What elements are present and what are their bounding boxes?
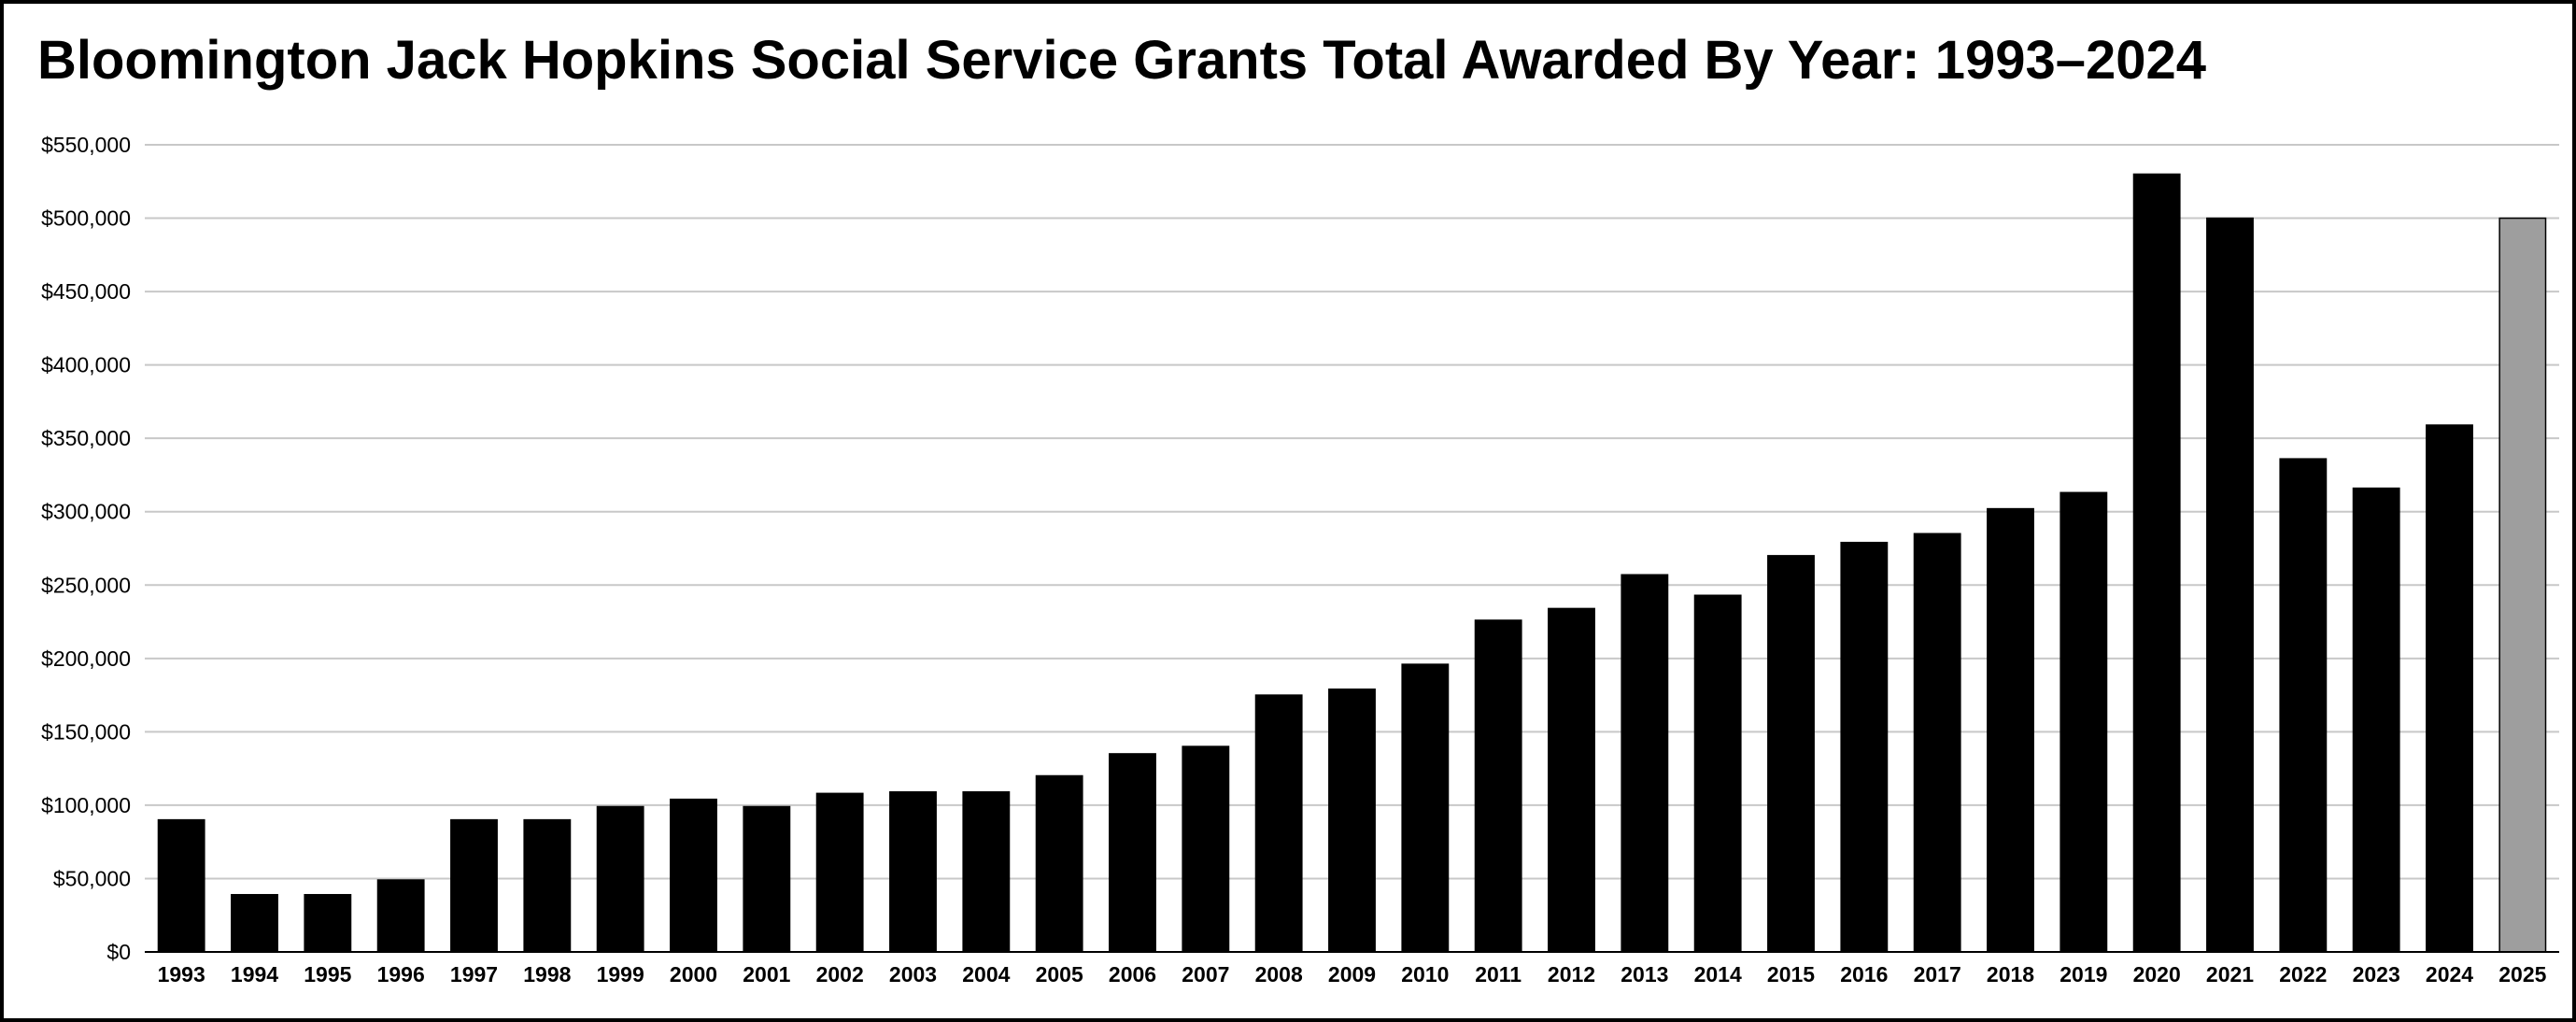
x-axis-tick-labels: 1993 1994 1995 1996 1997 1998 1999 2000 2001 2002… xyxy=(158,962,2547,987)
x-tick-label: 2004 xyxy=(962,962,1010,987)
x-tick-label: 2016 xyxy=(1840,962,1888,987)
x-tick-label: 2005 xyxy=(1036,962,1083,987)
bar-2025 xyxy=(2498,217,2547,953)
bar-2009 xyxy=(1328,688,1376,953)
bar-1998 xyxy=(523,818,572,953)
x-tick-label: 1998 xyxy=(523,962,571,987)
x-tick-label: 2021 xyxy=(2206,962,2254,987)
bar-2006 xyxy=(1109,753,1156,953)
y-tick-label: $300,000 xyxy=(41,500,131,524)
x-tick-label: 2020 xyxy=(2133,962,2181,987)
bar-2005 xyxy=(1035,774,1083,953)
bar-1993 xyxy=(157,818,205,953)
y-tick-label: $100,000 xyxy=(41,793,131,817)
y-tick-label: $500,000 xyxy=(41,206,131,231)
x-tick-label: 2011 xyxy=(1475,962,1522,987)
x-tick-label: 2006 xyxy=(1109,962,1156,987)
x-tick-label: 2003 xyxy=(889,962,937,987)
bar-2010 xyxy=(1401,663,1450,953)
y-axis-tick-labels: $0 $50,000 $100,000 $150,000 $200,000 $250,00… xyxy=(41,133,131,964)
bar-2018 xyxy=(1987,507,2034,953)
x-tick-label: 2002 xyxy=(816,962,864,987)
y-tick-label: $0 xyxy=(106,940,131,964)
x-tick-label: 2025 xyxy=(2498,962,2546,987)
x-tick-label: 2014 xyxy=(1694,962,1742,987)
y-tick-label: $200,000 xyxy=(41,646,131,671)
bar-2014 xyxy=(1693,594,1742,953)
x-tick-label: 2008 xyxy=(1255,962,1303,987)
bar-2001 xyxy=(743,805,791,953)
y-tick-label: $400,000 xyxy=(41,353,131,377)
bar-2019 xyxy=(2059,491,2108,953)
x-tick-label: 2022 xyxy=(2279,962,2327,987)
bar-2016 xyxy=(1840,541,1889,953)
bar-2003 xyxy=(889,791,937,953)
bar-2021 xyxy=(2206,217,2254,953)
x-tick-label: 2017 xyxy=(1914,962,1961,987)
bar-1997 xyxy=(450,818,498,953)
x-tick-label: 1995 xyxy=(304,962,351,987)
x-tick-label: 2000 xyxy=(670,962,717,987)
y-tick-label: $250,000 xyxy=(41,573,131,597)
bar-1995 xyxy=(304,893,352,953)
y-tick-label: $550,000 xyxy=(41,133,131,157)
bar-2017 xyxy=(1913,532,1961,953)
x-tick-label: 2009 xyxy=(1328,962,1376,987)
y-tick-label: $350,000 xyxy=(41,426,131,450)
x-tick-label: 1994 xyxy=(231,962,278,987)
x-tick-label: 2024 xyxy=(2426,962,2473,987)
x-tick-label: 2019 xyxy=(2059,962,2107,987)
x-tick-label: 2007 xyxy=(1182,962,1229,987)
y-tick-label: $450,000 xyxy=(41,279,131,304)
x-tick-label: 2013 xyxy=(1621,962,1668,987)
x-tick-label: 2001 xyxy=(743,962,790,987)
bar-1994 xyxy=(231,893,278,953)
bar-2020 xyxy=(2132,173,2181,953)
bar-2000 xyxy=(670,798,717,953)
bar-2015 xyxy=(1767,555,1815,953)
y-tick-label: $50,000 xyxy=(53,866,131,890)
x-tick-label: 2010 xyxy=(1401,962,1449,987)
x-tick-label: 1993 xyxy=(158,962,205,987)
bar-2011 xyxy=(1474,619,1522,953)
bar-2008 xyxy=(1254,694,1303,953)
bars xyxy=(157,173,2547,953)
bar-2013 xyxy=(1621,574,1669,953)
bar-1999 xyxy=(596,805,644,953)
bar-2012 xyxy=(1548,607,1595,953)
chart-title: Bloomington Jack Hopkins Social Service … xyxy=(37,30,2207,91)
x-tick-label: 2018 xyxy=(1987,962,2034,987)
x-tick-label: 2023 xyxy=(2353,962,2400,987)
bar-2007 xyxy=(1182,745,1230,953)
bar-2024 xyxy=(2426,424,2473,953)
x-tick-label: 1999 xyxy=(597,962,644,987)
bar-2023 xyxy=(2352,487,2400,953)
x-tick-label: 1996 xyxy=(377,962,425,987)
bar-2004 xyxy=(962,791,1011,953)
x-tick-label: 2012 xyxy=(1548,962,1595,987)
bar-1996 xyxy=(376,879,425,953)
x-tick-label: 1997 xyxy=(450,962,498,987)
y-tick-label: $150,000 xyxy=(41,719,131,744)
x-tick-label: 2015 xyxy=(1767,962,1815,987)
bar-2002 xyxy=(815,792,864,953)
bar-2022 xyxy=(2279,458,2328,953)
